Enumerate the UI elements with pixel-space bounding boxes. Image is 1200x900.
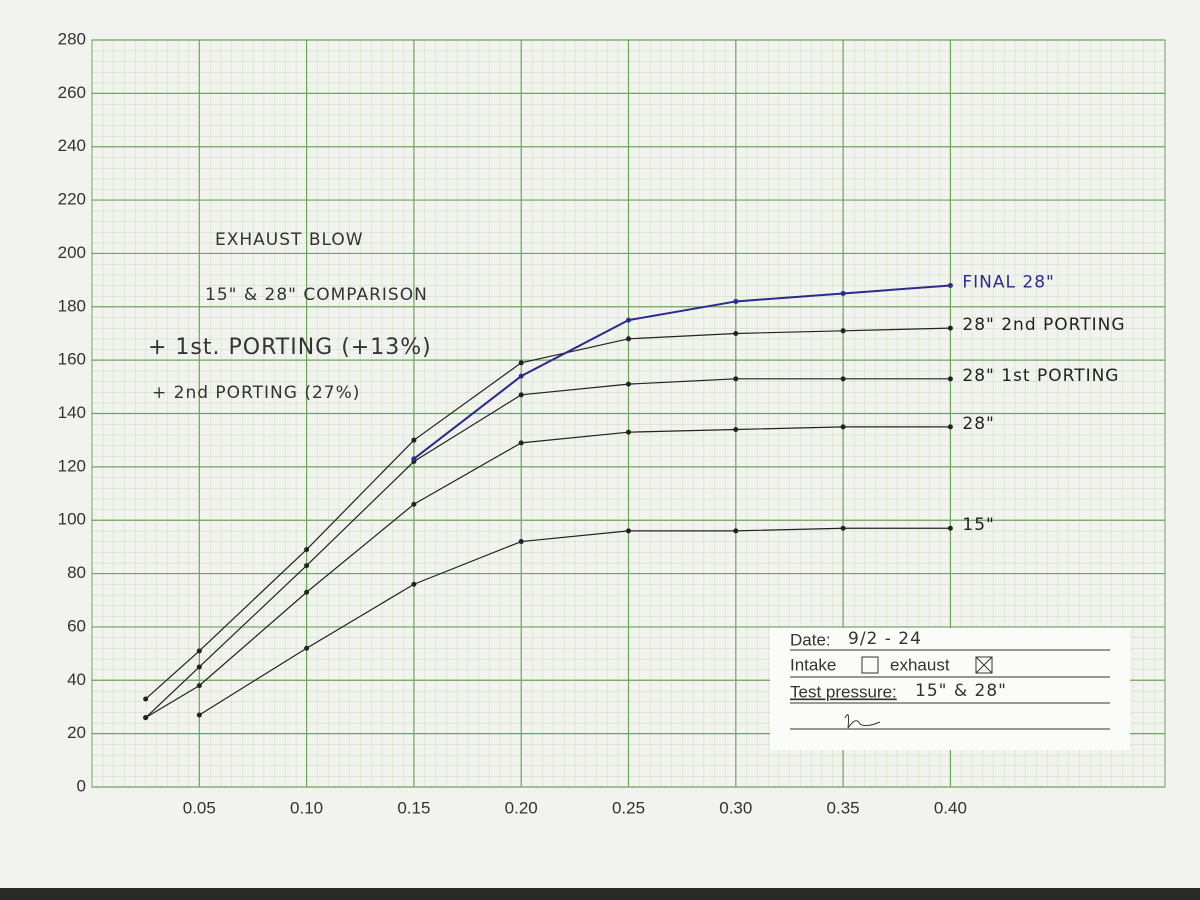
point — [626, 381, 631, 387]
point — [840, 376, 846, 382]
point — [518, 360, 524, 366]
point — [947, 525, 953, 531]
point — [947, 424, 953, 430]
x-tick-label: 0.10 — [290, 798, 323, 817]
date: 9/2 - 24 — [848, 629, 922, 649]
annotation: 15" & 28" COMPARISON — [205, 285, 428, 305]
series-label: 15" — [962, 515, 994, 535]
point — [947, 376, 953, 382]
point — [518, 373, 524, 379]
x-tick-label: 0.05 — [183, 798, 216, 817]
point — [143, 715, 149, 721]
point — [840, 328, 846, 334]
point — [304, 589, 310, 595]
x-tick-label: 0.30 — [719, 798, 752, 817]
point — [304, 547, 310, 553]
signature — [844, 714, 881, 729]
series-line — [413, 284, 951, 460]
table-edge — [0, 888, 1200, 900]
point — [733, 528, 739, 534]
series-label: 28" 1st PORTING — [962, 366, 1119, 386]
point — [411, 581, 417, 587]
annotation: + 1st. PORTING (+13%) — [148, 335, 432, 360]
point — [733, 298, 739, 304]
point — [626, 528, 631, 534]
annotation: EXHAUST BLOW — [215, 230, 364, 250]
point — [733, 376, 739, 382]
point — [196, 683, 202, 689]
info-box-bg — [770, 628, 1130, 750]
y-tick-label: 40 — [67, 670, 86, 689]
y-tick-label: 200 — [58, 243, 86, 262]
checkbox — [861, 656, 879, 674]
point — [840, 290, 846, 296]
series-label: 28" — [962, 414, 994, 434]
y-tick-label: 140 — [58, 403, 86, 422]
point — [626, 336, 631, 342]
series-label: FINAL 28" — [962, 272, 1054, 292]
point — [518, 392, 524, 398]
date-label: Date: — [790, 630, 831, 649]
point — [304, 563, 310, 569]
x-tick-label: 0.40 — [934, 798, 967, 817]
y-tick-label: 60 — [67, 616, 86, 635]
point — [196, 648, 202, 654]
annotation: + 2nd PORTING (27%) — [152, 383, 360, 403]
point — [733, 427, 739, 433]
intake-label: Intake — [790, 655, 836, 674]
y-tick-label: 180 — [58, 296, 86, 315]
x-tick-label: 0.25 — [612, 798, 645, 817]
point — [518, 539, 524, 545]
x-tick-label: 0.35 — [827, 798, 860, 817]
point — [518, 440, 524, 446]
point — [626, 317, 631, 323]
y-tick-label: 0 — [77, 776, 86, 795]
series-label: 28" 2nd PORTING — [962, 315, 1125, 335]
series-line — [198, 527, 951, 716]
point — [196, 664, 202, 670]
point — [411, 501, 417, 507]
point — [196, 712, 202, 718]
check — [975, 656, 993, 674]
y-tick-label: 280 — [58, 29, 86, 48]
point — [840, 424, 846, 430]
exhaust-label: exhaust — [890, 655, 950, 674]
point — [411, 437, 417, 443]
point — [733, 330, 739, 336]
point — [411, 456, 417, 462]
info-box: Date: 9/2 - 24 Intake exhaust Test press… — [770, 628, 1130, 750]
point — [947, 282, 953, 288]
y-tick-label: 240 — [58, 136, 86, 155]
y-tick-label: 100 — [58, 510, 86, 529]
y-tick-label: 120 — [58, 456, 86, 475]
point — [143, 696, 149, 702]
marks: 0 20 40 60 80 100 120 140 160 180 200 220 240 260 280 0… — [58, 29, 1165, 817]
point — [840, 525, 846, 531]
y-tick-label: 160 — [58, 350, 86, 369]
y-tick-label: 220 — [58, 190, 86, 209]
pressure-label: Test pressure: — [790, 682, 897, 701]
point — [947, 325, 953, 331]
y-tick-label: 20 — [67, 723, 86, 742]
y-tick-label: 260 — [58, 83, 86, 102]
y-tick-label: 80 — [67, 563, 86, 582]
x-tick-label: 0.15 — [397, 798, 430, 817]
x-tick-label: 0.20 — [505, 798, 538, 817]
point — [626, 429, 631, 435]
point — [304, 645, 310, 651]
checkbox — [975, 656, 993, 674]
pressure: 15" & 28" — [915, 681, 1007, 701]
